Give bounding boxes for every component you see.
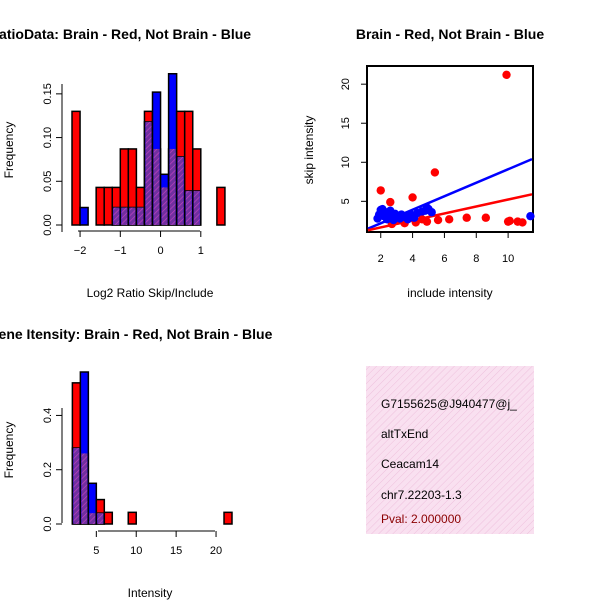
scatter-x-tick-label: 2 [378,253,384,265]
gene-x-ticks: 5 10 15 20 [93,531,222,557]
scatter-point-red [505,216,514,226]
scatter-point-red [462,213,471,222]
scatter-point-blue [526,211,535,221]
ratio-red-bar [216,186,226,226]
ratio-red-bar [71,110,81,226]
scatter-x-tick-label: 4 [410,253,416,265]
scatter-x-tick-label: 6 [441,253,447,265]
scatter-point-red [518,218,527,227]
ratio-histogram-bars [71,72,226,226]
ratio-blue-bar [79,206,89,226]
ratio-x-tick-label: −1 [114,245,127,257]
gene-overlap-bar [89,513,96,524]
info-pval: Pval: 2.000000 [381,512,461,526]
ratio-histogram-x-axis: −2 −1 0 1 [74,230,204,257]
info-gene-symbol: Ceacam14 [381,457,439,471]
ratio-x-ticks: −2 −1 0 1 [74,231,204,257]
ratio-histogram-panel: RatioData: Brain - Red, Not Brain - Blue… [0,26,251,300]
gene-y-tick-label: 0.4 [42,408,54,423]
scatter-xlabel: include intensity [407,286,492,300]
scatter-point-red [386,197,395,207]
scatter-ylabel: skip intensity [302,116,316,185]
scatter-title: Brain - Red, Not Brain - Blue [356,26,544,42]
ratio-overlap-bar [145,121,152,225]
ratio-y-tick-label: 0.15 [42,83,54,104]
gene-x-tick-label: 10 [130,545,142,557]
scatter-point-red [430,168,440,177]
gene-red-bar [103,511,114,525]
ratio-overlap-bar [193,190,200,225]
gene-x-tick-label: 15 [170,545,182,557]
info-event-id: G7155625@J940477@j_ [381,397,517,411]
scatter-point-red [433,215,443,225]
ratio-x-tick-label: −2 [74,245,87,257]
gene-overlap-bar [97,513,104,524]
scatter-x-tick-label: 10 [502,253,514,265]
ratio-overlap-bar [153,148,160,225]
ratio-histogram-y-axis: 0.00 0.05 0.10 0.15 [42,83,63,236]
ratio-overlap-bar [161,187,168,225]
gene-intensity-xlabel: Intensity [128,586,173,600]
ratio-histogram-ylabel: Frequency [2,122,16,179]
gene-overlap-bar [81,453,88,524]
info-box-panel: G7155625@J940477@j_ altTxEnd Ceacam14 ch… [366,366,534,534]
gene-y-tick-label: 0.2 [42,462,54,477]
scatter-x-tick-label: 8 [473,253,479,265]
gene-intensity-ylabel: Frequency [2,422,16,479]
ratio-y-tick-label: 0.10 [42,127,54,148]
ratio-overlap-bar [177,156,184,225]
ratio-y-tick-label: 0.05 [42,171,54,192]
ratio-red-bar [103,186,114,226]
scatter-points [373,70,535,229]
gene-intensity-bars [71,371,233,525]
scatter-y-tick-label: 20 [340,78,352,90]
gene-intensity-x-axis: 5 10 15 20 [93,530,222,557]
scatter-point-red [376,186,385,195]
intensity-scatter-panel: Brain - Red, Not Brain - Blue 2 4 6 8 10 5 10… [302,26,544,300]
ratio-red-bar [95,186,105,226]
gene-x-tick-label: 20 [210,545,222,557]
scatter-point-red [445,215,454,224]
gene-intensity-panel: Gene Itensity: Brain - Red, Not Brain - … [0,326,273,600]
gene-x-tick-label: 5 [93,545,99,557]
scatter-point-red [481,213,491,222]
ratio-x-tick-label: 1 [198,245,204,257]
scatter-y-tick-label: 5 [340,198,352,204]
gene-y-ticks: 0.0 0.2 0.4 [42,408,62,532]
scatter-point-red [422,217,432,226]
gene-intensity-y-axis: 0.0 0.2 0.4 [42,408,63,532]
gene-red-bar [127,511,137,525]
ratio-histogram-title: RatioData: Brain - Red, Not Brain - Blue [0,26,251,42]
gene-overlap-bar [73,448,80,524]
ratio-y-tick-label: 0.00 [42,214,54,235]
scatter-point-blue [427,208,436,217]
ratio-overlap-bar [129,207,136,225]
scatter-point-red [408,193,417,202]
ratio-y-ticks: 0.00 0.05 0.10 0.15 [42,83,62,236]
scatter-y-ticks: 5 10 15 20 [340,78,367,204]
info-box-background [366,366,534,534]
info-locus: chr7.22203-1.3 [381,488,462,502]
gene-intensity-title: Gene Itensity: Brain - Red, Not Brain - … [0,326,273,342]
gene-red-bar [223,511,233,525]
gene-y-tick-label: 0.0 [42,516,54,531]
ratio-overlap-bar [185,190,192,225]
scatter-y-tick-label: 15 [340,117,352,129]
ratio-overlap-bar [113,207,120,225]
scatter-x-ticks: 2 4 6 8 10 [378,232,514,265]
ratio-x-tick-label: 0 [157,245,163,257]
scatter-y-tick-label: 10 [340,156,352,168]
info-event-type: altTxEnd [381,427,428,441]
ratio-histogram-xlabel: Log2 Ratio Skip/Include [87,286,214,300]
ratio-overlap-bar [121,207,128,225]
scatter-plot-frame [366,65,534,233]
scatter-point-red [502,70,511,80]
ratio-overlap-bar [169,148,176,225]
ratio-overlap-bar [137,207,144,225]
